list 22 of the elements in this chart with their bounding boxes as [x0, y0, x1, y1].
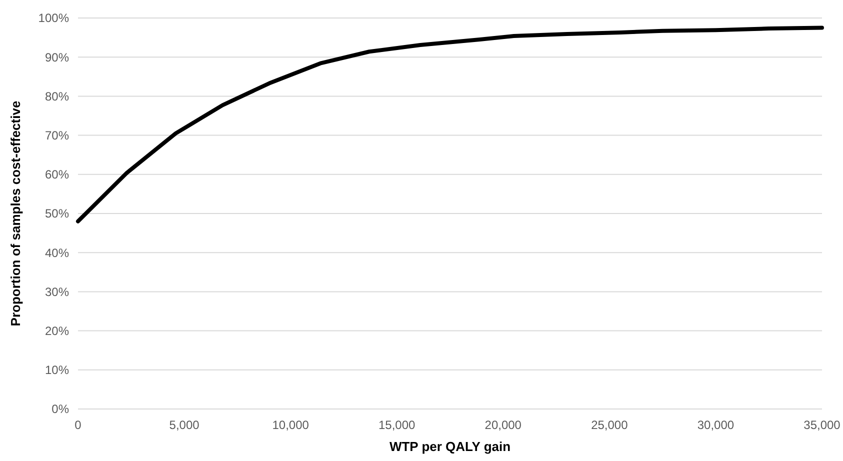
y-axis-title: Proportion of samples cost-effective — [8, 100, 23, 326]
y-tick-label: 90% — [44, 50, 70, 64]
line-series — [76, 26, 824, 224]
y-tick-label: 60% — [44, 168, 70, 182]
y-tick-label: 100% — [38, 11, 70, 26]
x-tick-label: 30,000 — [697, 418, 734, 432]
x-tick-label: 0 — [74, 418, 82, 432]
y-tick-label: 10% — [44, 363, 70, 378]
y-tick-label: 40% — [44, 246, 70, 260]
x-tick-label: 5,000 — [169, 418, 200, 432]
y-tick-label: 0% — [52, 402, 70, 416]
x-tick-label: 35,000 — [804, 418, 841, 432]
x-tick-label: 20,000 — [484, 418, 522, 432]
x-axis-title: WTP per QALY gain — [389, 439, 511, 454]
y-tick-label: 80% — [44, 89, 70, 104]
y-tick-label: 50% — [44, 206, 70, 221]
y-tick-label: 30% — [44, 284, 70, 299]
y-tick-label: 20% — [44, 324, 70, 338]
x-tick-label: 25,000 — [591, 418, 628, 432]
y-tick-label: 70% — [44, 128, 70, 142]
x-tick-label: 15,000 — [378, 418, 416, 432]
x-tick-label: 10,000 — [272, 418, 310, 432]
